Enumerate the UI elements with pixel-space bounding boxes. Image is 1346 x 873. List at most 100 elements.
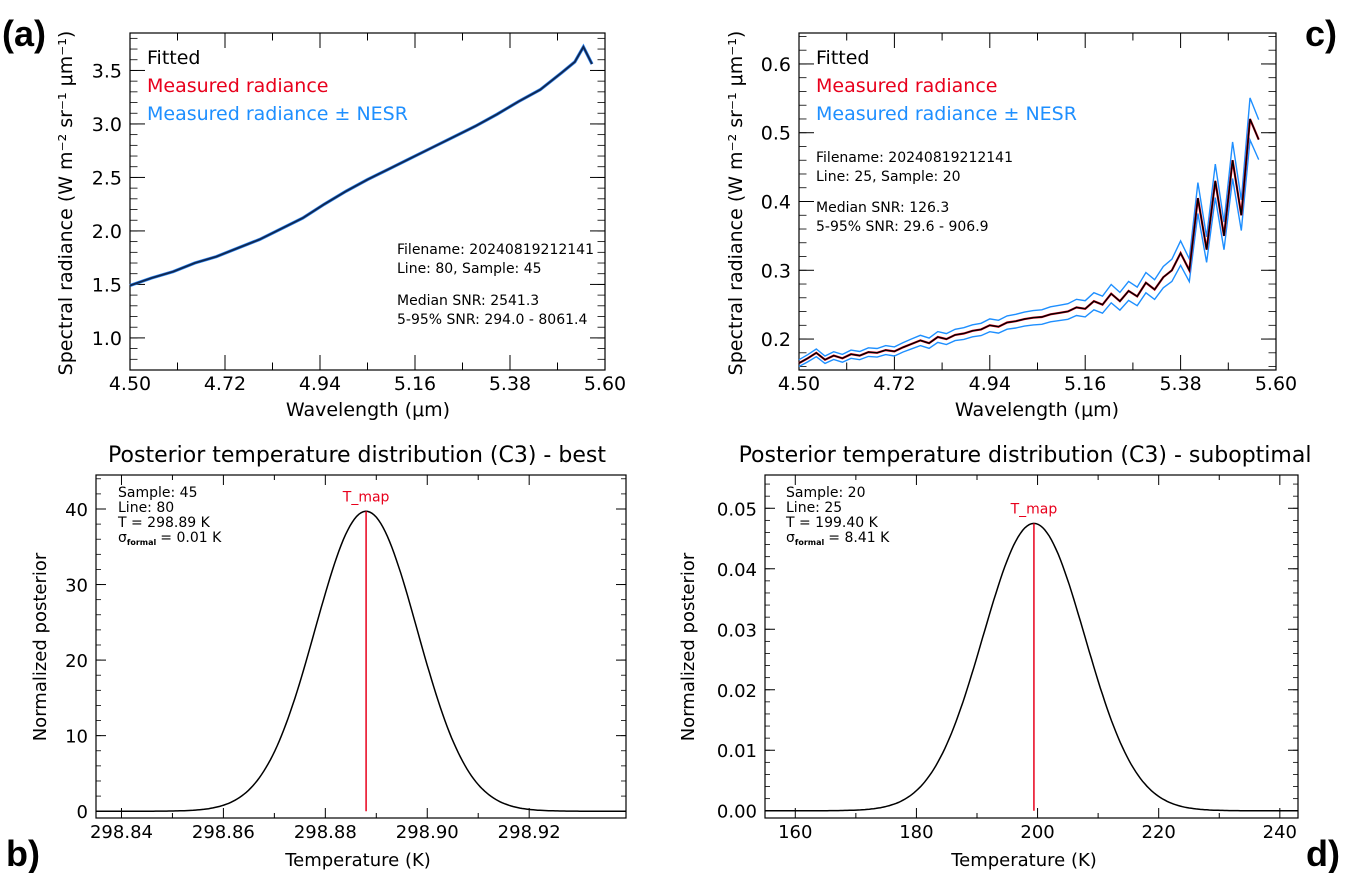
- plot-area-d: 160 180 200 220 240 0.00 0.01 0.02 0.03 0.04 0.05 T…: [717, 474, 1299, 843]
- y-tick-label-a: 1.0: [92, 328, 122, 350]
- legend-measured-c: Measured radiance: [816, 75, 997, 97]
- x-tick-label-c: 4.72: [873, 373, 915, 395]
- posterior-curve-d: [765, 522, 1298, 812]
- annotation-filename-c: Filename: 20240819212141: [816, 150, 1013, 166]
- plot-frame-b: [95, 474, 627, 819]
- sigma-value-d: = 8.41 K: [828, 530, 890, 546]
- y-tick-label-c: 0.6: [761, 54, 791, 76]
- x-tick-label-a: 5.38: [489, 373, 531, 395]
- nesr-upper-line-c: [798, 97, 1260, 361]
- annotation-line-sample-c: Line: 25, Sample: 20: [816, 169, 961, 185]
- y-tick-label-d: 0.04: [717, 560, 757, 581]
- annotation-temperature-b: T = 298.89 K: [117, 515, 211, 531]
- annotation-line-d: Line: 25: [786, 500, 842, 516]
- fitted-line-a: [129, 45, 593, 287]
- annotation-b: Sample: 45 Line: 80 T = 298.89 K σformal…: [117, 485, 222, 547]
- annotation-c: Filename: 20240819212141 Line: 25, Sampl…: [816, 150, 1013, 235]
- panel-letter-b: b): [6, 833, 40, 873]
- y-tick-label-a: 2.5: [92, 167, 122, 189]
- annotation-sample-d: Sample: 20: [786, 485, 865, 501]
- x-tick-label-b: 298.86: [192, 822, 255, 843]
- x-tick-label-b: 298.84: [90, 822, 153, 843]
- y-tick-label-a: 3.0: [92, 114, 122, 136]
- annotation-temperature-d: T = 199.40 K: [785, 515, 879, 531]
- y-tick-label-c: 0.5: [761, 123, 791, 145]
- posterior-curve-b: [96, 510, 626, 812]
- annotation-median-snr-c: Median SNR: 126.3: [816, 200, 949, 216]
- panel-letter-d: d): [1306, 833, 1340, 873]
- sigma-symbol-d: σ: [786, 530, 795, 546]
- y-tick-label-c: 0.4: [761, 192, 791, 214]
- y-tick-label-d: 0.02: [717, 681, 757, 702]
- t-map-label-b: T_map: [342, 489, 390, 505]
- x-tick-label-b: 298.92: [498, 822, 561, 843]
- posterior-chart-b: Posterior temperature distribution (C3) …: [30, 443, 627, 871]
- spectral-radiance-chart-a: 4.50 4.72 4.94 5.16 5.38 5.60 1.0 1.5 2.0 2.5 3.0 3…: [55, 31, 626, 421]
- plot-area-a: 4.50 4.72 4.94 5.16 5.38 5.60 1.0 1.5 2.0 2.5 3.0 3…: [92, 32, 626, 395]
- y-tick-label-a: 3.5: [92, 60, 122, 82]
- y-tick-label-a: 2.0: [92, 221, 122, 243]
- x-tick-label-c: 4.50: [778, 373, 820, 395]
- annotation-filename-a: Filename: 20240819212141: [397, 242, 594, 258]
- nesr-lower-line-c: [798, 137, 1260, 368]
- y-tick-label-c: 0.2: [761, 329, 791, 351]
- x-tick-label-d: 160: [778, 822, 812, 843]
- legend-fitted-a: Fitted: [147, 47, 200, 69]
- sigma-subscript-d: formal: [795, 538, 825, 547]
- y-tick-label-d: 0.05: [717, 499, 757, 520]
- annotation-d: Sample: 20 Line: 25 T = 199.40 K σformal…: [785, 485, 890, 547]
- x-tick-label-b: 298.88: [294, 822, 357, 843]
- annotation-a: Filename: 20240819212141 Line: 80, Sampl…: [397, 242, 594, 328]
- xlabel-b: Temperature (K): [284, 850, 431, 871]
- annotation-range-snr-c: 5-95% SNR: 29.6 - 906.9: [816, 219, 989, 235]
- y-tick-label-b: 0: [77, 802, 88, 823]
- plot-area-b: 298.84 298.86 298.88 298.90 298.92 0 10 20 30 40 T…: [65, 474, 627, 843]
- panel-letter-c: c): [1305, 13, 1337, 54]
- x-tick-label-c: 4.94: [969, 373, 1011, 395]
- legend-fitted-c: Fitted: [816, 47, 869, 69]
- x-tick-label-d: 240: [1263, 822, 1297, 843]
- xlabel-d: Temperature (K): [950, 850, 1097, 871]
- x-tick-label-a: 4.50: [109, 373, 151, 395]
- x-tick-label-a: 4.94: [299, 373, 341, 395]
- ylabel-a: Spectral radiance (W m⁻² sr⁻¹ μm⁻¹): [55, 31, 77, 376]
- legend-nesr-c: Measured radiance ± NESR: [816, 103, 1077, 125]
- sigma-symbol-b: σ: [118, 530, 127, 546]
- ylabel-b: Normalized posterior: [30, 552, 51, 741]
- y-tick-label-b: 10: [65, 727, 88, 748]
- ylabel-d: Normalized posterior: [678, 552, 699, 741]
- annotation-median-snr-a: Median SNR: 2541.3: [397, 293, 539, 309]
- fitted-line-c: [798, 118, 1260, 364]
- x-tick-label-a: 4.72: [204, 373, 246, 395]
- y-tick-label-d: 0.00: [717, 802, 757, 823]
- y-tick-label-b: 20: [65, 651, 88, 672]
- y-tick-label-a: 1.5: [92, 274, 122, 296]
- x-tick-label-c: 5.16: [1064, 373, 1106, 395]
- y-tick-label-d: 0.03: [717, 620, 757, 641]
- plot-area-c: 4.50 4.72 4.94 5.16 5.38 5.60 0.2 0.3 0.4 0.5 0.6: [761, 32, 1297, 395]
- annotation-sigma-d: σformal = 8.41 K: [786, 530, 890, 547]
- legend-measured-a: Measured radiance: [147, 75, 328, 97]
- x-tick-label-c: 5.38: [1159, 373, 1201, 395]
- x-tick-label-d: 180: [899, 822, 933, 843]
- x-tick-label-a: 5.60: [584, 373, 626, 395]
- legend-c: Fitted Measured radiance Measured radian…: [816, 47, 1077, 125]
- title-b: Posterior temperature distribution (C3) …: [108, 443, 606, 468]
- annotation-line-b: Line: 80: [118, 500, 174, 516]
- y-tick-label-c: 0.3: [761, 260, 791, 282]
- sigma-subscript-b: formal: [127, 538, 157, 547]
- ylabel-c: Spectral radiance (W m⁻² sr⁻¹ μm⁻¹): [725, 31, 747, 376]
- x-tick-label-b: 298.90: [396, 822, 459, 843]
- posterior-chart-d: Posterior temperature distribution (C3) …: [678, 443, 1311, 871]
- xlabel-c: Wavelength (μm): [955, 399, 1119, 421]
- sigma-value-b: = 0.01 K: [160, 530, 222, 546]
- x-tick-label-a: 5.16: [394, 373, 436, 395]
- x-tick-label-d: 200: [1020, 822, 1054, 843]
- panel-letter-a: (a): [2, 13, 46, 54]
- plot-frame-d: [764, 474, 1299, 819]
- y-tick-label-d: 0.01: [717, 741, 757, 762]
- x-tick-label-d: 220: [1142, 822, 1176, 843]
- title-d: Posterior temperature distribution (C3) …: [739, 443, 1312, 468]
- annotation-line-sample-a: Line: 80, Sample: 45: [397, 261, 542, 277]
